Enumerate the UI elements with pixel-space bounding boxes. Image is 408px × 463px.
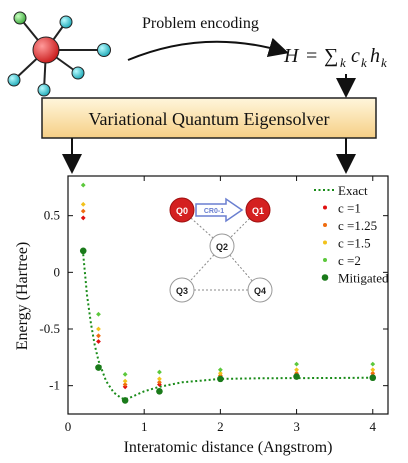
- noisy-point: [80, 201, 86, 207]
- noisy-point: [370, 367, 376, 373]
- x-tick-label: 2: [217, 419, 224, 434]
- noisy-point: [157, 369, 162, 375]
- noisy-point: [217, 370, 223, 376]
- legend-swatch: [323, 223, 327, 227]
- hamiltonian-h-sub: k: [381, 55, 387, 70]
- qubit-node: [169, 277, 195, 303]
- hamiltonian-sum-sub: k: [340, 55, 346, 70]
- x-tick-label: 4: [370, 419, 377, 434]
- qubit-label: Q4: [254, 286, 266, 296]
- hamiltonian-c: c: [351, 45, 360, 67]
- noisy-point: [370, 361, 376, 367]
- qubit-node: [245, 197, 271, 223]
- noisy-point: [122, 371, 128, 377]
- noisy-point: [122, 378, 128, 384]
- legend-swatch: [321, 274, 329, 281]
- cr-gate-label: CR0-1: [204, 208, 224, 215]
- exact-curve: [82, 254, 373, 401]
- noisy-point: [122, 382, 128, 387]
- vqe-label: Variational Quantum Eigensolver: [89, 109, 330, 129]
- noisy-point: [294, 367, 299, 373]
- noisy-point: [80, 208, 86, 214]
- x-axis-label: Interatomic distance (Angstrom): [124, 439, 333, 456]
- encoding-arrow: [127, 37, 289, 61]
- noisy-point: [294, 361, 299, 367]
- noisy-point: [96, 311, 101, 317]
- noisy-point: [157, 376, 162, 382]
- hamiltonian-equation: H = ∑ k c k h k: [283, 45, 387, 70]
- legend-swatch: [323, 258, 327, 262]
- legend: Exact c =1 c =1.25 c =1.5 c =2 Mitigated: [314, 183, 389, 286]
- legend-label: c =1.25: [338, 218, 377, 233]
- legend-swatch: [323, 205, 327, 210]
- x-tick-label: 3: [293, 419, 300, 434]
- hamiltonian-c-sub: k: [361, 55, 367, 70]
- qubit-node: [247, 277, 273, 303]
- y-axis-label: Energy (Hartree): [14, 242, 31, 351]
- qubit-label: Q2: [216, 242, 228, 252]
- noisy-point: [80, 215, 86, 221]
- legend-label: c =2: [338, 253, 361, 268]
- vqe-box: [41, 97, 377, 139]
- hamiltonian-equals: =: [306, 45, 317, 67]
- y-tick-label: -0.5: [39, 321, 60, 336]
- mitigated-point: [293, 373, 300, 380]
- y-tick-label: 0: [54, 264, 61, 279]
- encoding-label: Problem encoding: [142, 15, 259, 32]
- legend-label-exact: Exact: [338, 183, 368, 198]
- x-tick-label: 0: [65, 419, 72, 434]
- molecule-icon: [7, 11, 111, 97]
- noisy-point: [80, 182, 86, 188]
- noisy-point: [96, 333, 101, 339]
- noisy-point: [370, 370, 376, 376]
- cr-gate-arrow: [195, 197, 244, 223]
- legend-label: c =1: [338, 201, 361, 216]
- qubit-label: Q0: [176, 206, 188, 216]
- noisy-point: [96, 339, 101, 344]
- legend-swatch: [323, 240, 327, 245]
- legend-label: Mitigated: [338, 271, 389, 286]
- hamiltonian-sum: ∑: [324, 45, 338, 67]
- legend-label: c =1.5: [338, 236, 371, 251]
- noisy-point: [157, 379, 162, 385]
- qubit-label: Q3: [176, 286, 188, 296]
- data-marks: [79, 182, 377, 404]
- qubit-connectivity-diagram: CR0-1 Q0 Q1 Q2 Q3 Q4: [169, 197, 273, 303]
- mitigated-point: [156, 388, 163, 395]
- mitigated-point: [369, 374, 377, 382]
- noisy-point: [96, 326, 101, 332]
- hamiltonian-h-small: h: [370, 45, 380, 67]
- x-tick-label: 1: [141, 419, 148, 434]
- y-tick-label: -1: [49, 378, 60, 393]
- y-tick-label: 0.5: [44, 208, 60, 223]
- qubit-node: [209, 233, 235, 259]
- hamiltonian-h: H: [283, 45, 300, 67]
- qubit-label: Q1: [252, 206, 264, 216]
- mitigated-point: [95, 364, 102, 371]
- mitigated-point: [79, 247, 87, 255]
- mitigated-point: [217, 375, 224, 383]
- axis-ticks: 0 1 2 3 4 0.5 0 -0.5 -1: [39, 176, 388, 434]
- mitigated-point: [121, 397, 129, 404]
- noisy-point: [217, 367, 223, 373]
- plot-frame: [67, 175, 389, 415]
- qubit-node: [169, 197, 195, 223]
